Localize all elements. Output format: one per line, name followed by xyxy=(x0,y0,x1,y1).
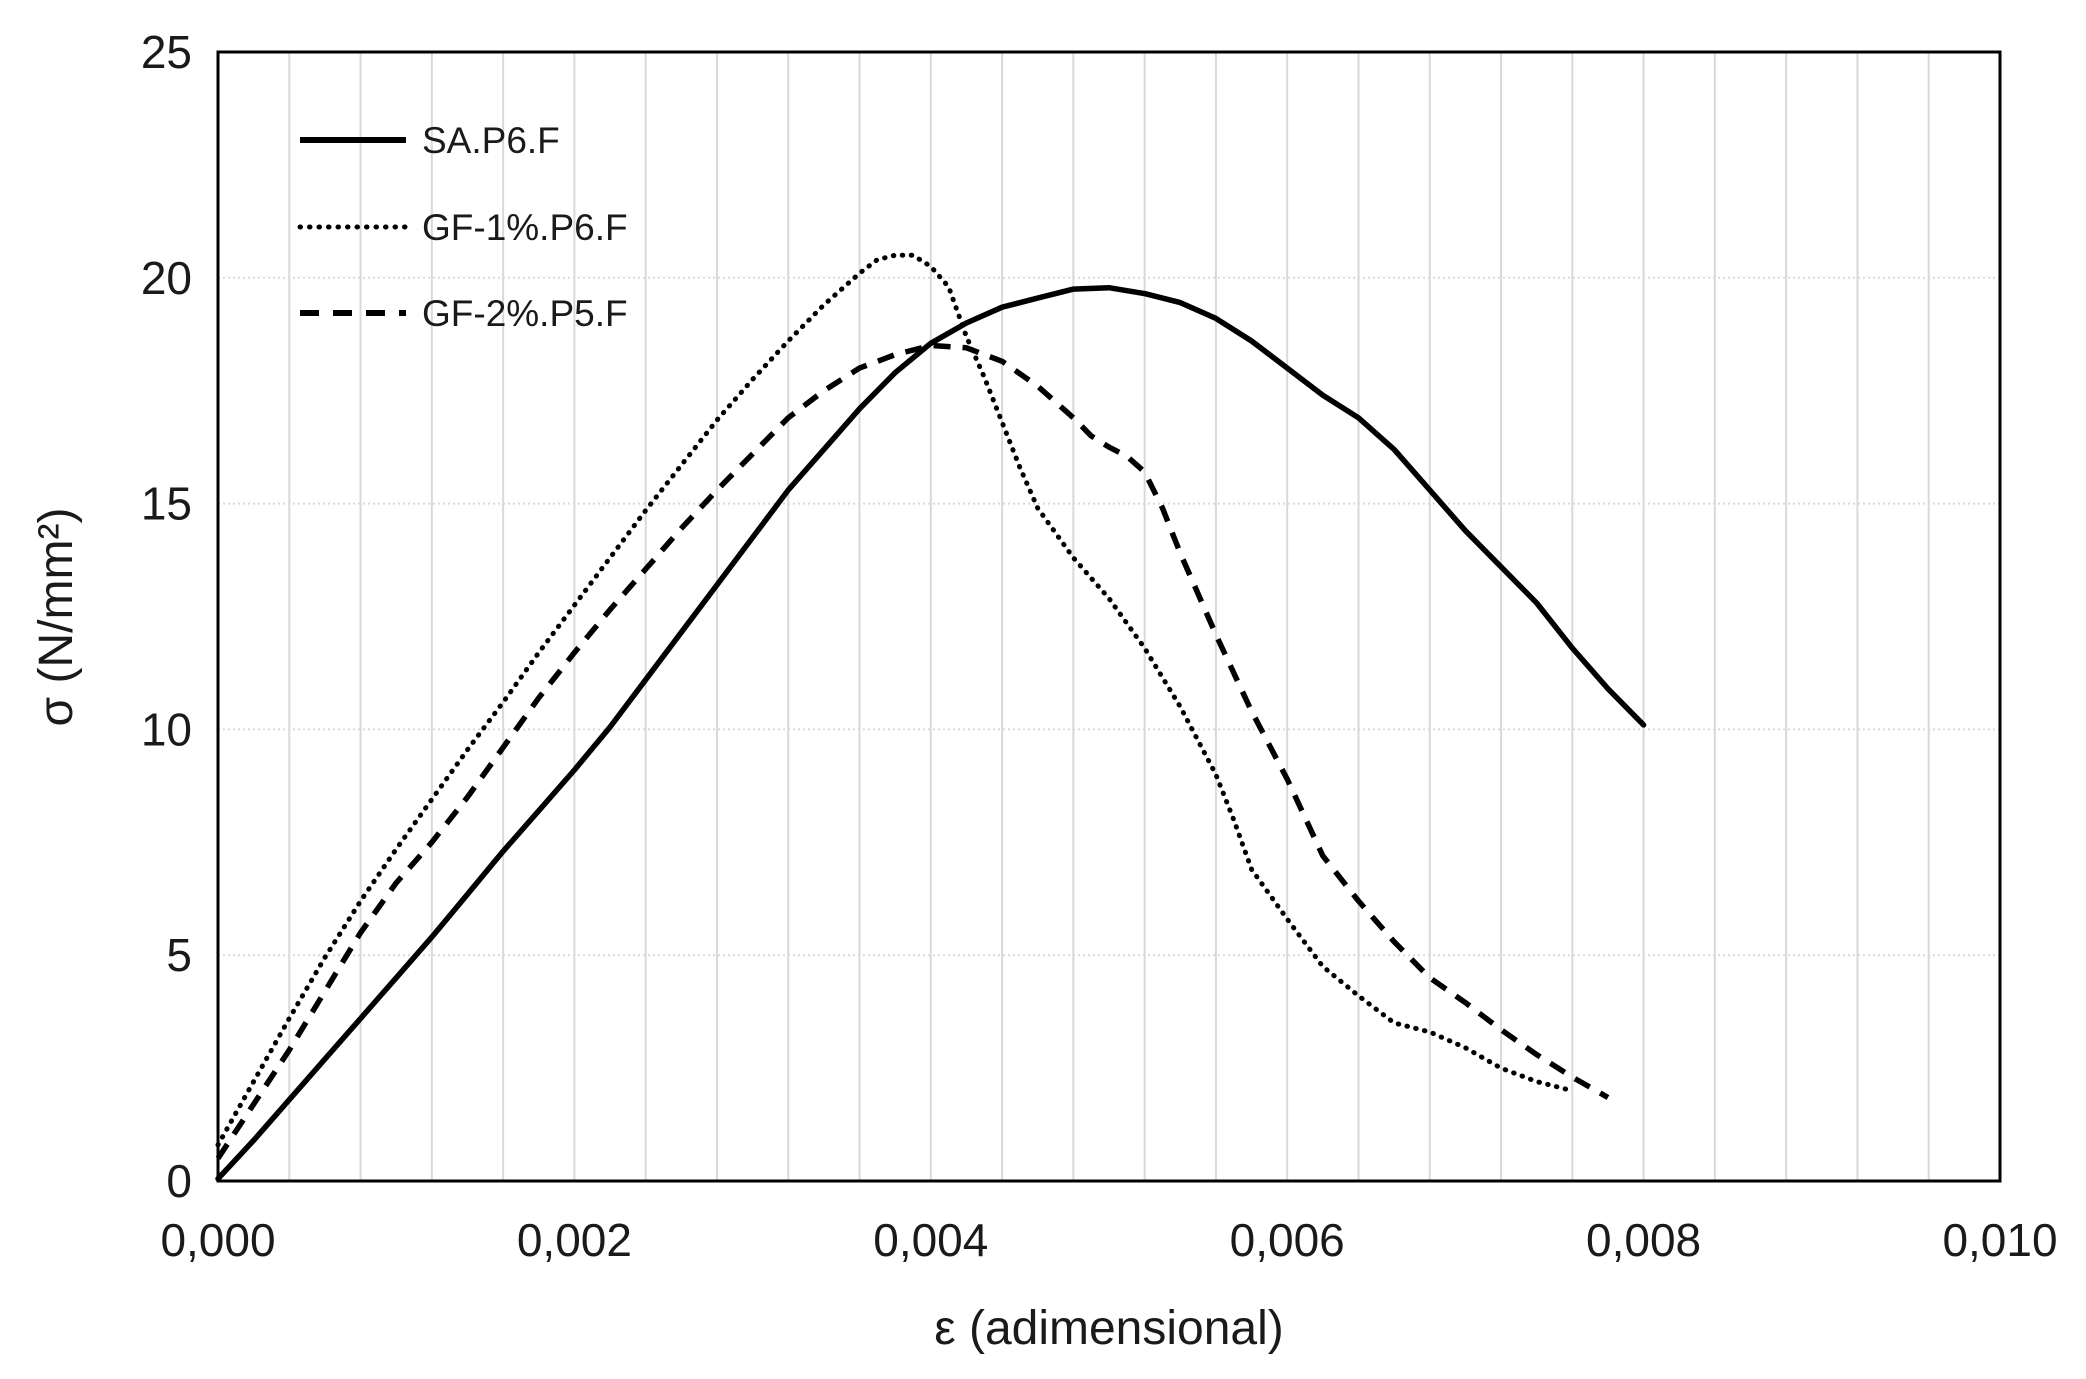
x-axis-title: ε (adimensional) xyxy=(934,1302,1284,1355)
gridlines xyxy=(218,52,2000,1181)
y-tick-label: 15 xyxy=(141,478,192,530)
x-tick-label: 0,000 xyxy=(160,1214,275,1266)
legend: SA.P6.F GF-1%.P6.F GF-2%.P5.F xyxy=(297,120,628,334)
legend-item-gf-2pct-p5-f: GF-2%.P5.F xyxy=(300,293,628,334)
x-tick-label: 0,006 xyxy=(1230,1214,1345,1266)
x-tick-label: 0,008 xyxy=(1586,1214,1701,1266)
y-tick-label: 0 xyxy=(166,1155,192,1207)
y-tick-label: 25 xyxy=(141,26,192,78)
x-tick-label: 0,004 xyxy=(873,1214,988,1266)
legend-label-gf-1pct-p6-f: GF-1%.P6.F xyxy=(422,207,628,248)
legend-label-sa-p6-f: SA.P6.F xyxy=(422,120,560,161)
curve-sa-p6-f xyxy=(215,284,1647,1182)
legend-item-sa-p6-f: SA.P6.F xyxy=(300,120,560,161)
plot-area-border xyxy=(216,50,2002,1183)
x-tick-label: 0,010 xyxy=(1942,1214,2057,1266)
x-tick-label: 0,002 xyxy=(517,1214,632,1266)
series-curves xyxy=(215,252,1647,1182)
curve-gf-2-p5-f xyxy=(215,342,1610,1160)
curve-gf-1-p6-f xyxy=(215,252,1575,1148)
legend-label-gf-2pct-p5-f: GF-2%.P5.F xyxy=(422,293,628,334)
y-axis-title: σ (N/mm²) xyxy=(30,508,83,727)
y-tick-label: 10 xyxy=(141,703,192,755)
x-axis-tick-labels: 0,000 0,002 0,004 0,006 0,008 0,010 xyxy=(160,1214,2057,1266)
legend-item-gf-1pct-p6-f: GF-1%.P6.F xyxy=(297,207,628,248)
y-axis-tick-labels: 0 5 10 15 20 25 xyxy=(141,26,192,1207)
y-tick-label: 20 xyxy=(141,252,192,304)
y-tick-label: 5 xyxy=(166,929,192,981)
